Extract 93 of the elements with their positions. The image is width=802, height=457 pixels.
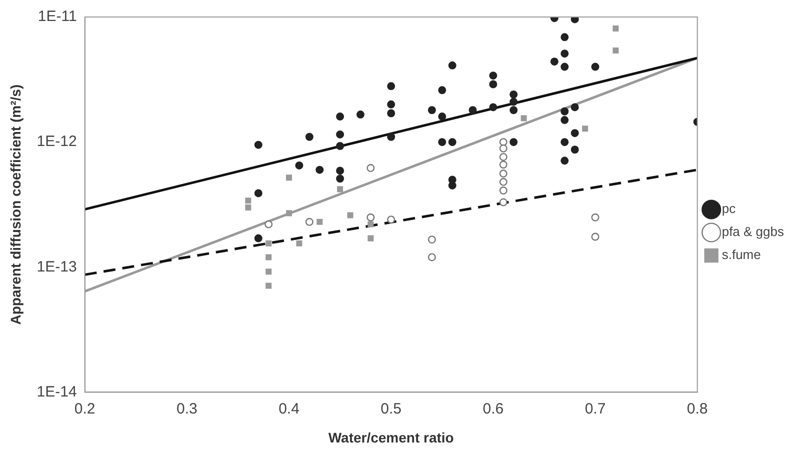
point <box>337 186 344 192</box>
point <box>499 178 508 186</box>
point <box>510 138 518 146</box>
point <box>510 90 518 99</box>
point <box>591 213 600 222</box>
point <box>316 218 323 225</box>
point <box>499 160 508 169</box>
point <box>560 107 569 116</box>
point <box>316 166 324 174</box>
point <box>591 62 600 71</box>
point <box>612 25 619 32</box>
point <box>448 138 456 146</box>
point <box>499 144 508 152</box>
point <box>612 47 619 54</box>
point <box>366 164 375 172</box>
y-axis-title: Apparent diffusion coefficient (m²/s) <box>7 84 24 325</box>
x-tick-label: 0.8 <box>686 400 708 418</box>
point <box>387 216 396 224</box>
point <box>336 142 344 150</box>
point <box>305 132 314 141</box>
point <box>591 232 600 241</box>
point <box>305 218 314 226</box>
point <box>550 58 558 66</box>
legend-label: pfa & ggbs <box>722 224 784 240</box>
point <box>387 109 396 118</box>
y-tick-label: 1E-13 <box>36 258 77 276</box>
point <box>499 152 508 161</box>
point <box>560 33 569 42</box>
point <box>368 221 374 228</box>
legend-label: s.fume <box>722 247 761 262</box>
point <box>366 213 375 222</box>
point <box>438 112 446 121</box>
y-tick-label: 1E-14 <box>36 383 77 400</box>
point <box>286 174 292 181</box>
point <box>499 170 508 178</box>
point <box>356 110 364 119</box>
point <box>448 61 456 70</box>
point <box>468 106 477 114</box>
point <box>428 253 436 262</box>
x-tick-label: 0.6 <box>482 400 504 418</box>
point <box>499 186 508 194</box>
point <box>254 189 262 198</box>
x-tick-label: 0.2 <box>74 400 96 418</box>
legend-label: pc <box>722 201 736 216</box>
point <box>336 130 344 138</box>
point <box>499 198 508 206</box>
point <box>560 62 569 71</box>
point <box>489 72 498 80</box>
point <box>520 115 527 122</box>
point <box>266 282 272 289</box>
point <box>266 254 272 260</box>
point <box>266 240 272 246</box>
point <box>582 126 588 132</box>
x-tick-label: 0.7 <box>584 400 606 418</box>
point <box>387 132 396 141</box>
point <box>438 86 446 94</box>
point <box>245 204 252 210</box>
point <box>570 146 579 154</box>
point <box>245 198 252 204</box>
point <box>336 174 344 183</box>
point <box>254 140 262 149</box>
point <box>570 17 579 24</box>
point <box>428 106 436 114</box>
point <box>254 234 262 242</box>
point <box>560 156 569 165</box>
point <box>560 50 569 58</box>
point <box>336 166 344 175</box>
point <box>264 220 273 228</box>
x-tick-label: 0.3 <box>176 400 198 418</box>
x-axis-title: Water/cement ratio <box>328 429 454 446</box>
point <box>295 161 304 170</box>
point <box>510 98 518 106</box>
y-tick-label: 1E-12 <box>36 133 77 150</box>
point <box>438 138 446 146</box>
point <box>387 82 396 90</box>
point <box>347 212 354 218</box>
x-tick-label: 0.4 <box>278 400 300 418</box>
point <box>336 112 344 121</box>
point <box>489 80 498 88</box>
point <box>296 240 302 246</box>
point <box>489 103 498 112</box>
point <box>570 103 579 112</box>
point <box>387 100 396 108</box>
point <box>286 210 292 216</box>
point <box>266 268 272 275</box>
x-tick-label: 0.5 <box>380 400 402 418</box>
point <box>570 129 579 138</box>
point <box>510 106 518 114</box>
point <box>428 236 436 244</box>
point <box>560 138 569 146</box>
point <box>560 116 569 124</box>
y-tick-label: 1E-11 <box>38 8 77 26</box>
point <box>368 235 374 242</box>
